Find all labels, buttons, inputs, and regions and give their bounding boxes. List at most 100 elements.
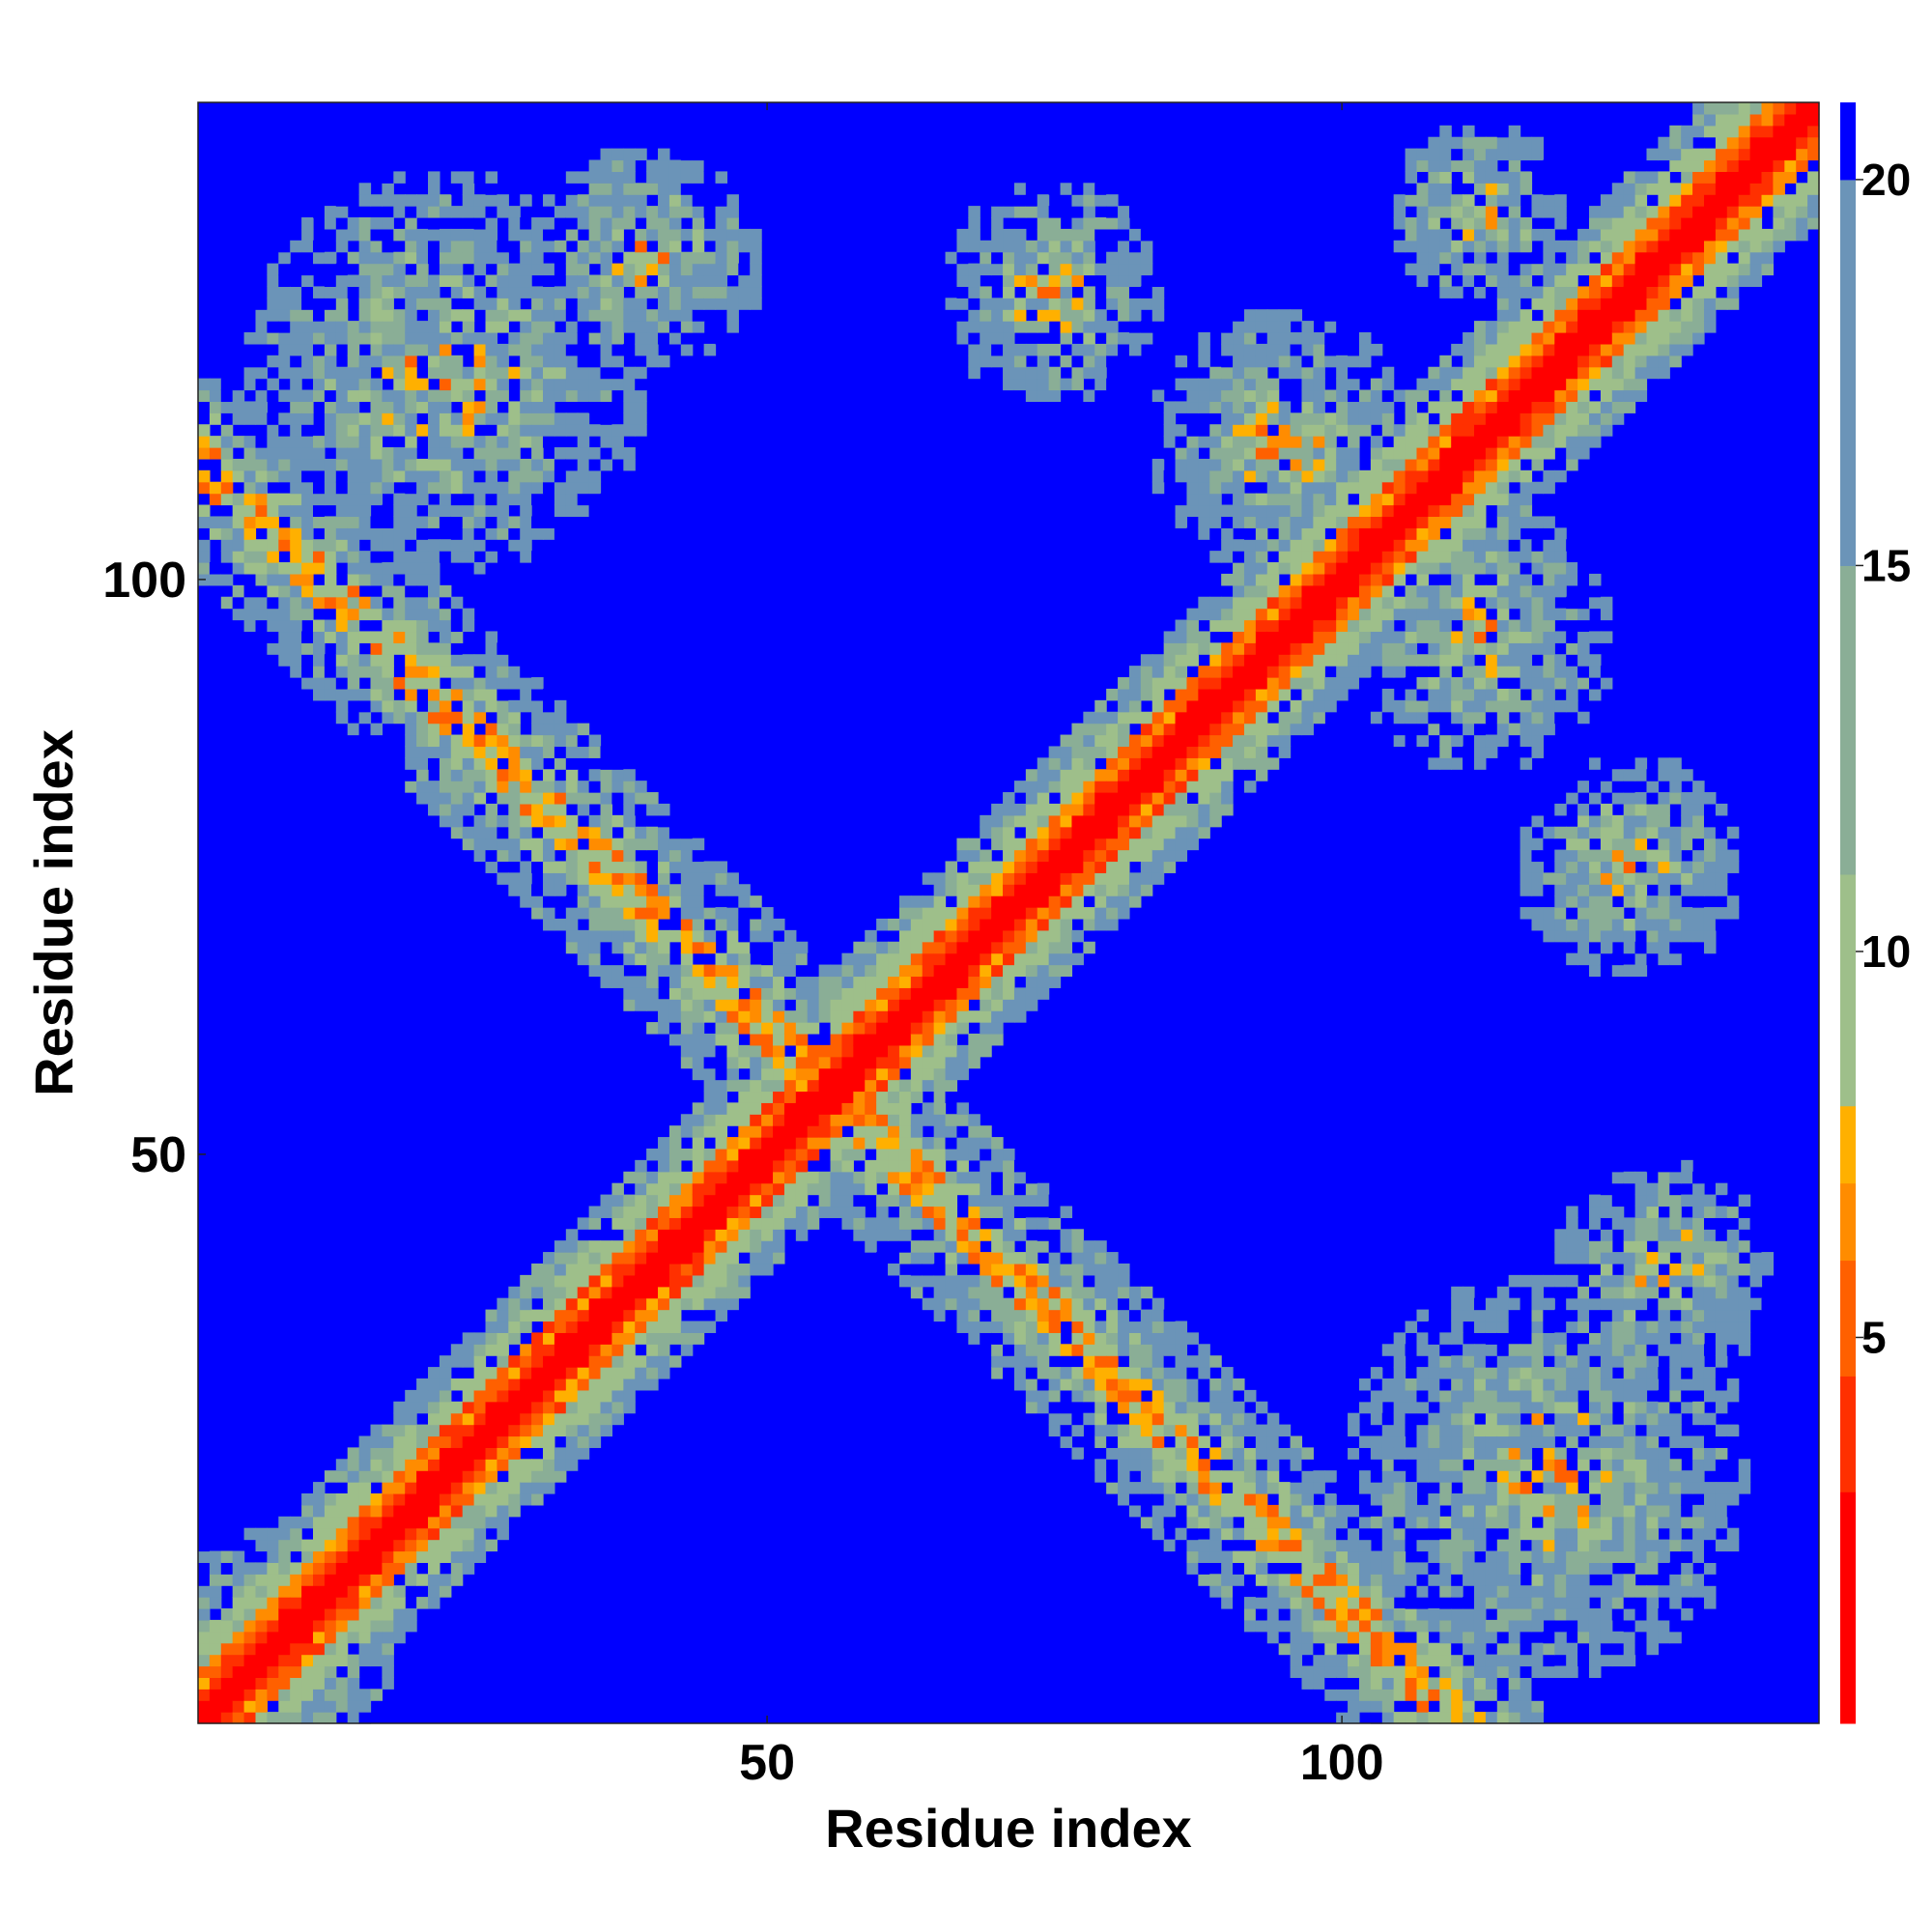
heatmap-cell	[991, 987, 1004, 1000]
heatmap-cell	[278, 493, 291, 506]
heatmap-cell	[439, 539, 452, 552]
heatmap-cell	[554, 734, 567, 748]
heatmap-cell	[198, 1642, 211, 1656]
heatmap-cell	[623, 838, 636, 851]
heatmap-cell	[439, 343, 452, 356]
heatmap-cell	[370, 251, 384, 265]
heatmap-cell	[1278, 666, 1292, 678]
heatmap-cell	[703, 263, 717, 276]
heatmap-cell	[623, 803, 636, 816]
heatmap-cell	[520, 677, 532, 690]
heatmap-cell	[945, 298, 958, 310]
heatmap-cell	[1233, 734, 1245, 748]
heatmap-cell	[243, 447, 257, 460]
heatmap-cell	[1094, 378, 1107, 391]
heatmap-cell	[956, 1171, 969, 1184]
heatmap-cell	[1106, 711, 1119, 724]
heatmap-cell	[807, 1125, 820, 1138]
heatmap-cell	[898, 1274, 912, 1288]
heatmap-cell	[1106, 1459, 1119, 1471]
heatmap-cell	[370, 436, 384, 448]
heatmap-cell	[290, 436, 302, 448]
heatmap-cell	[910, 1252, 923, 1264]
heatmap-cell	[715, 1114, 728, 1126]
heatmap-cell	[853, 1182, 866, 1196]
heatmap-cell	[278, 1574, 291, 1586]
heatmap-cell	[335, 1516, 349, 1529]
heatmap-cell	[508, 1286, 521, 1299]
heatmap-cell	[600, 976, 613, 988]
heatmap-cell	[301, 1689, 314, 1701]
heatmap-cell	[531, 746, 544, 758]
heatmap-cell	[1255, 366, 1268, 380]
heatmap-cell	[1233, 1424, 1245, 1437]
heatmap-cell	[658, 148, 670, 161]
heatmap-cell	[1301, 1516, 1314, 1529]
heatmap-cell	[1003, 355, 1015, 368]
heatmap-cell	[865, 1033, 877, 1046]
heatmap-cell	[520, 872, 532, 885]
heatmap-cell	[1313, 677, 1325, 690]
heatmap-cell	[703, 1217, 717, 1230]
heatmap-cell	[1278, 551, 1292, 563]
heatmap-cell	[1083, 711, 1095, 724]
heatmap-cell	[198, 447, 211, 460]
heatmap-cell	[462, 619, 475, 633]
heatmap-cell	[1324, 1677, 1337, 1690]
heatmap-cell	[577, 1412, 590, 1426]
heatmap-cell	[520, 1344, 532, 1356]
heatmap-cell	[1186, 642, 1199, 655]
heatmap-cell	[1163, 1309, 1177, 1322]
heatmap-cell	[668, 1137, 682, 1150]
heatmap-cell	[554, 458, 567, 471]
heatmap-cell	[416, 619, 429, 633]
heatmap-cell	[876, 1252, 889, 1264]
heatmap-cell	[1186, 826, 1199, 839]
heatmap-cell	[554, 872, 567, 885]
heatmap-cell	[1128, 1492, 1142, 1506]
heatmap-cell	[393, 251, 406, 265]
heatmap-cell	[324, 1492, 337, 1506]
heatmap-cell	[692, 1321, 705, 1333]
heatmap-cell	[428, 619, 440, 633]
heatmap-cell	[1013, 389, 1027, 403]
heatmap-cell	[485, 493, 498, 506]
heatmap-cell	[301, 1665, 314, 1678]
heatmap-cell	[611, 171, 624, 184]
heatmap-cell	[497, 504, 509, 518]
heatmap-cell	[968, 1229, 980, 1241]
heatmap-cell	[278, 274, 291, 288]
heatmap-cell	[1013, 1229, 1027, 1241]
heatmap-cell	[1175, 1550, 1188, 1563]
heatmap-cell	[968, 1332, 980, 1345]
heatmap-cell	[1266, 516, 1280, 528]
heatmap-cell	[876, 1033, 889, 1046]
heatmap-cell	[255, 1562, 268, 1575]
heatmap-cell	[1301, 1665, 1314, 1678]
heatmap-cell	[933, 952, 947, 966]
heatmap-cell	[818, 1091, 832, 1103]
heatmap-cell	[588, 469, 602, 483]
heatmap-cell	[658, 1010, 670, 1023]
heatmap-cell	[692, 941, 705, 954]
heatmap-cell	[1278, 343, 1292, 356]
heatmap-cell	[220, 447, 234, 460]
heatmap-cell	[1013, 1159, 1027, 1173]
heatmap-cell	[750, 251, 762, 265]
heatmap-cell	[450, 666, 464, 678]
heatmap-cell	[635, 941, 647, 954]
heatmap-cell	[1163, 769, 1177, 781]
heatmap-cell	[497, 1367, 509, 1379]
heatmap-cell	[635, 1217, 647, 1230]
heatmap-cell	[783, 1056, 797, 1069]
heatmap-cell	[577, 861, 590, 873]
heatmap-cell	[865, 1125, 877, 1138]
heatmap-cell	[520, 1378, 532, 1391]
heatmap-cell	[853, 1171, 866, 1184]
heatmap-cell	[243, 527, 257, 540]
heatmap-cell	[439, 642, 452, 655]
heatmap-cell	[405, 366, 417, 380]
heatmap-cell	[531, 516, 544, 528]
heatmap-cell	[1336, 596, 1349, 610]
heatmap-cell	[1243, 1574, 1257, 1586]
